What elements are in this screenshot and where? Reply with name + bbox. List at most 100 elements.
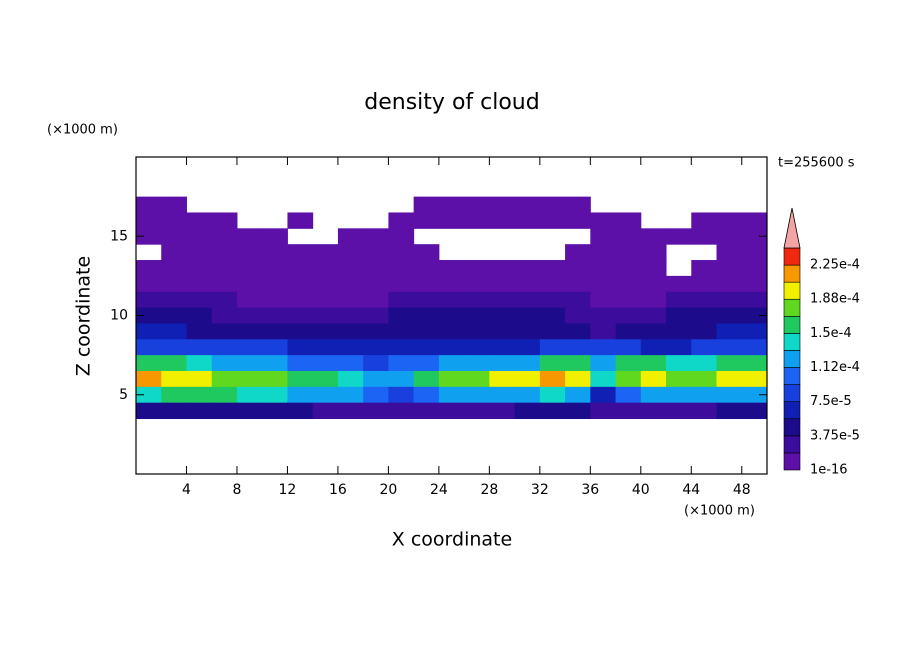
contour-cell — [741, 260, 768, 277]
colorbar-band — [783, 350, 801, 368]
x-tick-label: 44 — [682, 482, 700, 498]
contour-cell — [615, 228, 642, 245]
contour-cell — [413, 260, 440, 277]
contour-cell — [161, 386, 187, 404]
contour-cell — [464, 275, 490, 293]
contour-cell — [565, 323, 591, 340]
contour-cell — [640, 339, 667, 356]
contour-cell — [691, 402, 718, 420]
contour-cell — [161, 244, 187, 261]
contour-cell — [565, 244, 591, 261]
contour-cell — [565, 275, 591, 293]
contour-cell — [539, 402, 566, 420]
x-tick-label: 24 — [430, 482, 448, 498]
contour-cell — [514, 260, 541, 277]
contour-cell — [136, 275, 162, 293]
contour-cell — [615, 386, 642, 404]
contour-cell — [413, 386, 440, 404]
contour-cell — [514, 370, 541, 388]
contour-cell — [236, 291, 263, 309]
contour-cell — [262, 339, 288, 356]
contour-cell — [590, 370, 617, 388]
contour-cell — [565, 260, 591, 277]
contour-cell — [716, 228, 743, 245]
contour-cell — [615, 275, 642, 293]
contour-cell — [161, 196, 187, 213]
contour-cell — [136, 370, 162, 388]
contour-cell — [413, 307, 440, 324]
contour-cell — [363, 228, 389, 245]
contour-cell — [388, 339, 415, 356]
colorbar-label: 1.12e-4 — [810, 360, 860, 375]
contour-cell — [565, 339, 591, 356]
contour-cell — [287, 307, 314, 324]
contour-cell — [666, 307, 692, 324]
contour-cell — [539, 386, 566, 404]
contour-cell — [136, 355, 162, 372]
colorbar-band — [783, 316, 801, 334]
contour-cell — [337, 275, 364, 293]
contour-cell — [716, 275, 743, 293]
contour-cell — [565, 307, 591, 324]
contour-cell — [539, 212, 566, 229]
contour-cell — [161, 355, 187, 372]
contour-cell — [691, 339, 718, 356]
contour-cell — [565, 370, 591, 388]
contour-cell — [438, 196, 465, 213]
contour-cell — [489, 386, 516, 404]
colorbar-label: 7.5e-5 — [810, 394, 852, 409]
contour-cell — [312, 370, 339, 388]
contour-cell — [262, 228, 288, 245]
contour-cell — [716, 323, 743, 340]
contour-cell — [186, 291, 213, 309]
contour-cell — [464, 370, 490, 388]
contour-cell — [136, 260, 162, 277]
contour-cell — [363, 275, 389, 293]
contour-cell — [565, 386, 591, 404]
contour-cell — [413, 275, 440, 293]
contour-cell — [236, 275, 263, 293]
colorbar-label: 1.88e-4 — [810, 292, 860, 307]
contour-cell — [741, 212, 768, 229]
contour-cell — [186, 212, 213, 229]
contour-cell — [337, 228, 364, 245]
contour-cell — [716, 355, 743, 372]
contour-cell — [590, 275, 617, 293]
contour-cell — [590, 260, 617, 277]
contour-cell — [211, 244, 238, 261]
contour-cell — [337, 339, 364, 356]
contour-cell — [640, 260, 667, 277]
contour-cell — [615, 370, 642, 388]
contour-cell — [716, 244, 743, 261]
contour-cell — [363, 386, 389, 404]
x-tick-label: 16 — [329, 482, 347, 498]
contour-cell — [186, 323, 213, 340]
contour-cell — [337, 370, 364, 388]
contour-cell — [716, 212, 743, 229]
contour-cell — [741, 323, 768, 340]
contour-cell — [640, 402, 667, 420]
contour-cell — [666, 402, 692, 420]
contour-cell — [211, 212, 238, 229]
contour-cell — [312, 244, 339, 261]
contour-cell — [539, 260, 566, 277]
contour-cell — [514, 307, 541, 324]
contour-cell — [413, 370, 440, 388]
contour-cell — [363, 291, 389, 309]
contour-cell — [211, 370, 238, 388]
colorbar-band — [783, 264, 801, 283]
y-tick-label: 10 — [110, 308, 128, 324]
contour-cell — [514, 402, 541, 420]
contour-cell — [337, 307, 364, 324]
contour-cell — [136, 307, 162, 324]
contour-cell — [136, 228, 162, 245]
contour-cell — [262, 355, 288, 372]
contour-cell — [312, 339, 339, 356]
contour-cell — [691, 323, 718, 340]
contour-cell — [565, 402, 591, 420]
contour-cell — [337, 355, 364, 372]
contour-cell — [262, 370, 288, 388]
contour-cell — [136, 386, 162, 404]
contour-cell — [464, 196, 490, 213]
contour-cell — [615, 339, 642, 356]
